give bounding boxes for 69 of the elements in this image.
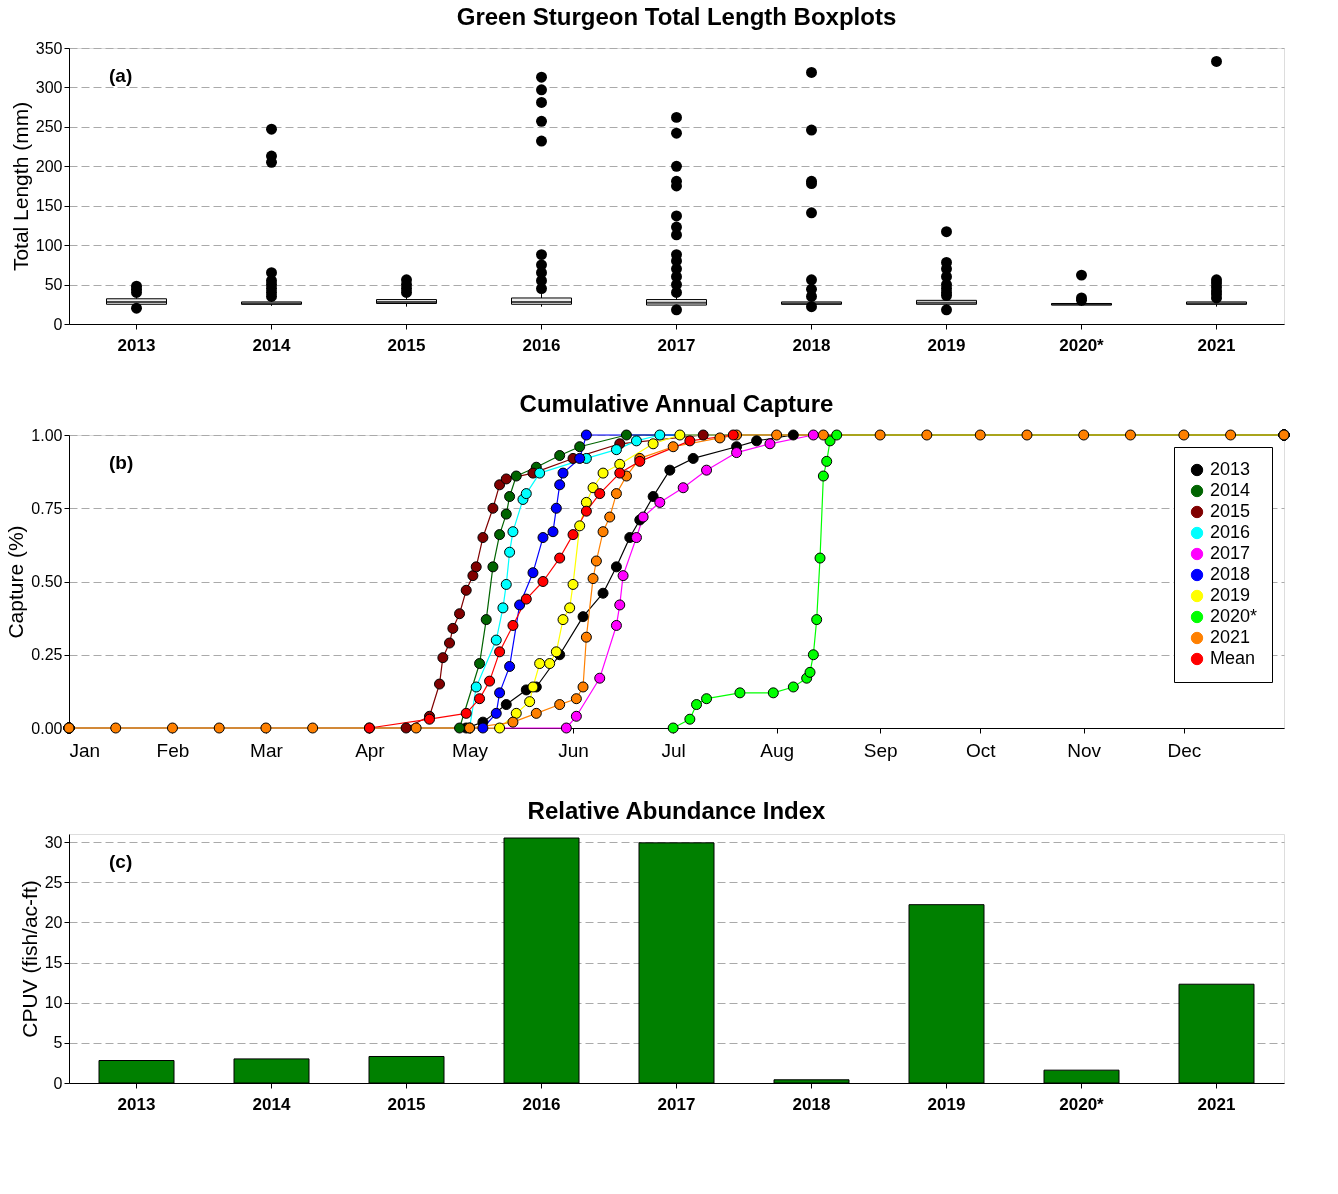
x-tick-label: 2020* [1059, 335, 1105, 355]
y-tick-label: 0.50 [31, 573, 63, 590]
x-tick-label: 2020* [1059, 1094, 1105, 1114]
legend-label: 2019 [1210, 585, 1251, 605]
x-tick-label: 2016 [522, 1094, 561, 1114]
x-tick-label: Aug [760, 739, 795, 761]
x-tick-label: 2015 [387, 335, 426, 355]
x-tick-label: 2019 [927, 1094, 966, 1114]
y-tick-label: 30 [44, 833, 63, 851]
x-tick-label: 2021 [1197, 1094, 1236, 1114]
legend-label: 2016 [1210, 522, 1251, 542]
y-tick-label: 0.00 [31, 719, 63, 737]
y-tick-label: 50 [44, 276, 63, 294]
legend-label: 2017 [1210, 543, 1251, 563]
x-tick-label: 2018 [792, 335, 831, 355]
y-tick-label: 100 [35, 236, 63, 254]
legend-label: Mean [1210, 648, 1256, 668]
legend-label: 2014 [1210, 480, 1251, 500]
x-tick-label: 2016 [522, 335, 561, 355]
y-tick-label: 0.25 [31, 646, 63, 664]
x-tick-label: Jan [69, 739, 101, 761]
y-tick-label: 250 [35, 118, 63, 136]
y-tick-label: 20 [44, 913, 63, 931]
legend-label: 2021 [1210, 627, 1251, 647]
y-tick-label: 350 [35, 39, 63, 57]
y-tick-label: 10 [44, 994, 63, 1012]
x-tick-label: 2017 [657, 335, 696, 355]
x-tick-label: Jun [558, 739, 589, 761]
x-tick-label: Feb [156, 739, 190, 761]
x-tick-label: 2014 [252, 335, 291, 355]
y-tick-label: 1.00 [31, 426, 63, 444]
y-tick-label: 300 [35, 78, 63, 96]
y-tick-label: 0 [53, 315, 63, 333]
x-tick-label: 2014 [252, 1094, 291, 1114]
chart-title: Relative Abundance Index [527, 797, 827, 824]
x-tick-label: Dec [1167, 739, 1202, 761]
y-tick-label: 200 [35, 157, 63, 175]
x-tick-label: 2021 [1197, 335, 1236, 355]
x-tick-label: Nov [1067, 739, 1102, 761]
x-tick-label: 2013 [117, 1094, 156, 1114]
x-tick-label: May [452, 739, 489, 761]
legend-label: 2018 [1210, 564, 1251, 584]
y-axis-title: CPUV (fish/ac-ft) [17, 880, 41, 1038]
x-tick-label: Apr [355, 739, 386, 761]
legend-label: 2013 [1210, 459, 1251, 479]
annotation: (a) [109, 65, 133, 86]
x-tick-label: 2019 [927, 335, 966, 355]
y-axis-title: Capture (%) [4, 525, 28, 639]
y-tick-label: 0.75 [31, 499, 63, 517]
y-tick-label: 150 [35, 197, 63, 215]
x-tick-label: 2017 [657, 1094, 696, 1114]
x-tick-label: 2013 [117, 335, 156, 355]
annotation: (c) [109, 851, 133, 872]
chart-title: Green Sturgeon Total Length Boxplots [456, 3, 897, 30]
y-tick-label: 0 [53, 1074, 63, 1092]
y-tick-label: 15 [44, 954, 63, 972]
x-tick-label: 2018 [792, 1094, 831, 1114]
x-tick-label: Mar [250, 739, 284, 761]
y-tick-label: 5 [53, 1034, 63, 1052]
x-tick-label: Oct [965, 739, 997, 761]
chart-title: Cumulative Annual Capture [519, 390, 834, 417]
annotation: (b) [109, 452, 134, 473]
y-axis-title: Total Length (mm) [8, 101, 32, 272]
y-tick-label: 25 [44, 873, 63, 891]
x-tick-label: 2015 [387, 1094, 426, 1114]
x-tick-label: Jul [661, 739, 686, 761]
x-tick-label: Sep [863, 739, 898, 761]
legend-label: 2015 [1210, 501, 1251, 521]
legend-label: 2020* [1210, 606, 1258, 626]
